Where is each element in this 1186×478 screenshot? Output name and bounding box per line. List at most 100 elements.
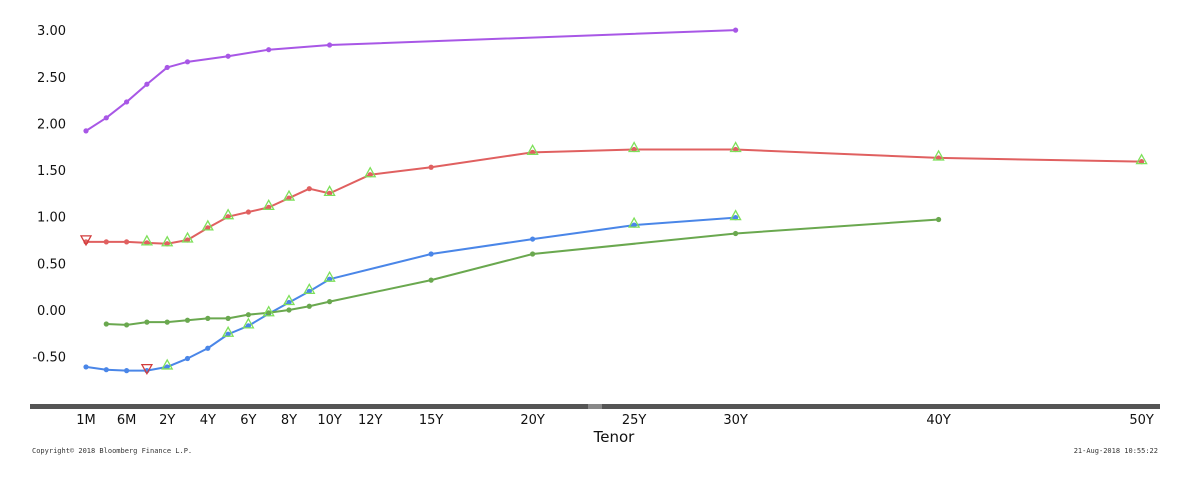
data-point[interactable] [144,240,150,246]
x-tick-label: 6M [117,413,137,428]
data-point[interactable] [733,215,739,221]
data-point[interactable] [286,307,292,313]
x-tick-label: 30Y [723,413,748,428]
data-point[interactable] [245,209,251,215]
data-point[interactable] [266,47,272,53]
y-axis-ticks: 3.00 2.50 2.00 1.50 1.00 0.50 0.00 -0.50 [32,24,66,366]
x-tick-label: 25Y [622,413,647,428]
data-point[interactable] [164,241,170,247]
data-point[interactable] [144,319,150,325]
up-triangle-marker [627,141,641,153]
x-tick-label: 15Y [419,413,444,428]
up-triangle-marker [161,235,174,247]
data-point[interactable] [124,239,130,245]
series-3 [83,215,739,374]
data-point[interactable] [266,310,272,316]
data-point[interactable] [733,230,739,237]
data-point[interactable] [83,364,89,370]
y-tick-label: 3.00 [37,24,66,39]
data-point[interactable] [1139,159,1145,165]
up-triangle-marker [201,219,214,231]
data-point[interactable] [144,81,150,87]
data-point[interactable] [327,299,333,305]
up-triangle-marker [262,199,275,211]
data-point[interactable] [103,321,109,327]
data-point[interactable] [184,237,191,243]
data-point[interactable] [327,42,333,48]
up-triangle-marker [932,149,945,161]
data-point[interactable] [103,239,109,245]
timestamp: 21-Aug-2018 10:55:22 [1073,447,1158,455]
data-point[interactable] [936,155,942,161]
up-triangle-marker [221,325,235,337]
up-triangle-marker [627,216,641,228]
data-point[interactable] [266,204,272,210]
data-point[interactable] [225,53,231,59]
series-1 [83,27,739,134]
up-triangle-marker [729,141,742,153]
data-point[interactable] [530,236,536,242]
data-point[interactable] [103,115,109,121]
data-point[interactable] [184,317,191,323]
x-tick-label: 40Y [926,413,951,428]
up-triangle-marker [242,317,255,329]
x-tick-label: 50Y [1129,413,1154,428]
x-tick-label: 6Y [240,413,256,428]
data-point[interactable] [286,195,292,201]
data-point[interactable] [306,303,312,309]
data-point[interactable] [306,288,312,294]
data-point[interactable] [225,214,231,220]
data-point[interactable] [733,146,739,153]
data-point[interactable] [428,164,434,170]
data-point[interactable] [631,146,637,153]
data-point[interactable] [327,190,333,196]
data-point[interactable] [124,368,130,374]
data-point[interactable] [327,276,333,282]
data-point[interactable] [205,225,211,231]
x-tick-label: 12Y [358,413,383,428]
data-point[interactable] [367,172,373,178]
data-point[interactable] [83,128,89,134]
data-point[interactable] [164,64,170,71]
data-point[interactable] [205,315,211,321]
data-point[interactable] [205,345,211,351]
series-line [106,218,939,326]
data-point[interactable] [631,222,637,228]
data-point[interactable] [225,331,231,337]
data-point[interactable] [124,99,130,105]
data-point[interactable] [936,216,942,223]
up-triangle-marker [729,209,742,221]
data-point[interactable] [225,315,231,321]
up-triangle-marker [303,283,316,294]
y-tick-label: 2.00 [37,117,66,132]
x-axis-scroll-thumb[interactable] [588,404,602,409]
data-point[interactable] [164,364,170,370]
data-point[interactable] [124,322,130,328]
up-triangle-marker [282,189,296,201]
data-point[interactable] [428,277,434,283]
data-point[interactable] [530,251,536,257]
x-axis [30,404,1160,409]
data-point[interactable] [286,299,292,306]
up-triangle-marker [364,166,377,178]
data-point[interactable] [245,312,251,318]
series-line [85,29,736,132]
x-tick-label: 2Y [159,413,175,428]
data-point[interactable] [184,355,191,362]
up-triangle-marker [1135,153,1148,165]
data-point[interactable] [164,319,170,325]
data-point[interactable] [306,186,312,192]
down-triangle-marker [140,363,154,375]
data-point[interactable] [733,27,739,33]
up-triangle-marker [282,294,296,306]
x-axis-title: Tenor [593,428,636,446]
data-point[interactable] [184,59,191,65]
copyright-notice: Copyright© 2018 Bloomberg Finance L.P. [32,447,193,455]
data-point[interactable] [245,323,251,329]
data-point[interactable] [428,251,434,257]
data-point[interactable] [530,149,536,155]
up-triangle-marker [526,143,539,155]
data-point[interactable] [103,367,109,373]
up-triangle-marker [161,358,174,370]
